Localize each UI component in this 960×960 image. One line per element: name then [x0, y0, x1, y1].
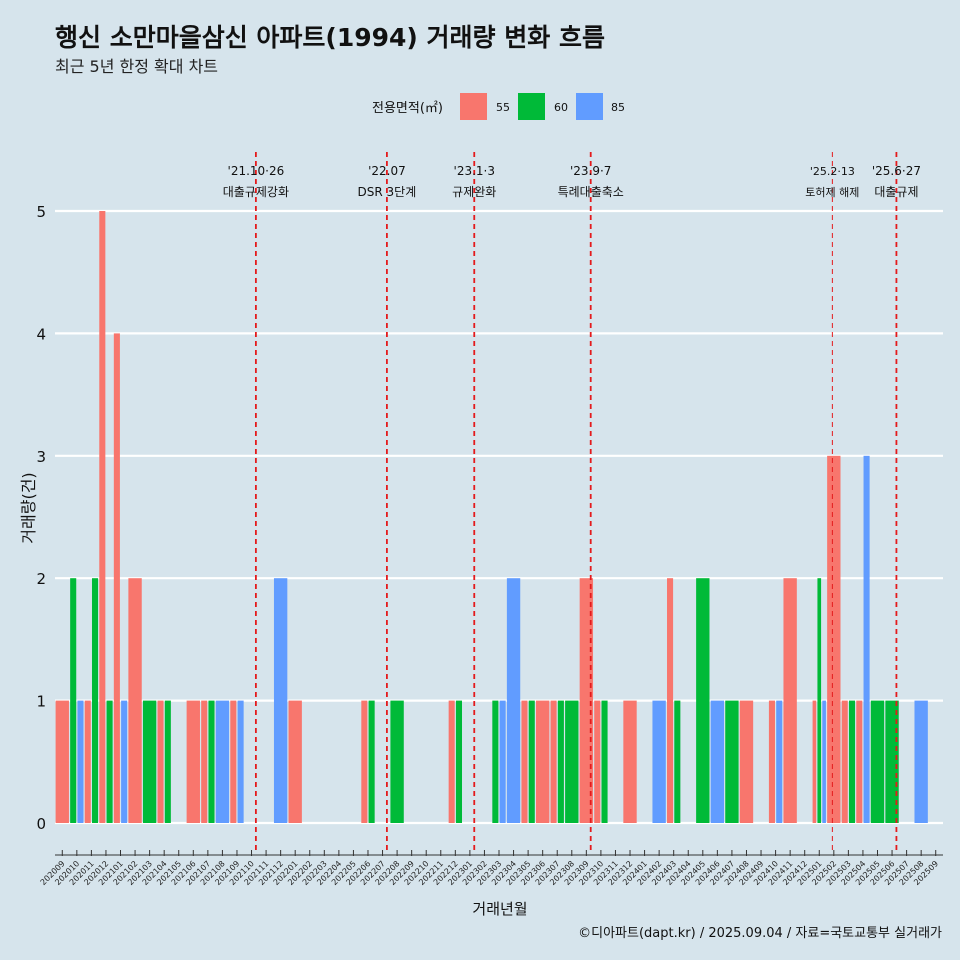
event-label-2: 규제완화: [452, 185, 496, 199]
bar-60-202310: [601, 700, 608, 823]
bar-60-202107: [208, 700, 215, 823]
bar-85-202010: [77, 700, 84, 823]
legend-swatch-55: [460, 93, 487, 120]
y-tick-label-3: 3: [36, 448, 46, 466]
bar-85-202304: [506, 578, 521, 823]
event-date-2: '23.1·3: [454, 164, 495, 178]
event-date-5: '25.6·27: [872, 164, 921, 178]
bar-55-202009: [55, 700, 69, 823]
bar-60-202407: [725, 700, 739, 823]
bar-60-202010: [70, 578, 77, 823]
bar-85-202108: [215, 700, 230, 823]
bar-60-202506: [885, 700, 899, 823]
bar-55-202403: [667, 578, 674, 823]
bar-55-202109: [230, 700, 237, 823]
bar-60-202303: [492, 700, 499, 823]
legend-swatch-60: [518, 93, 545, 120]
y-tick-label-5: 5: [36, 203, 46, 221]
legend: 전용면적(㎡) 55 60 85: [372, 93, 625, 120]
y-tick-label-1: 1: [36, 693, 46, 711]
bar-55-202104: [157, 700, 164, 823]
legend-label-60: 60: [554, 101, 568, 114]
bar-85-202109: [237, 700, 244, 823]
bar-55-202502: [827, 455, 841, 823]
chart-subtitle: 최근 5년 한정 확대 차트: [55, 57, 219, 76]
bar-60-202012: [106, 700, 113, 823]
event-label-5: 대출규제: [874, 185, 918, 199]
y-tick-label-0: 0: [36, 815, 46, 833]
bar-85-202501: [822, 700, 826, 823]
y-tick-label-2: 2: [36, 570, 46, 588]
bar-55-202012: [99, 211, 106, 823]
bar-60-202103: [142, 700, 157, 823]
bar-60-202403: [674, 700, 681, 823]
bar-55-202212: [448, 700, 455, 823]
bar-85-202112: [273, 578, 288, 823]
bar-55-202410: [768, 700, 775, 823]
bar-55-202411: [783, 578, 797, 823]
bar-85-202504: [863, 455, 870, 823]
bar-60-202307: [557, 700, 564, 823]
bar-85-202303: [499, 700, 506, 823]
bar-85-202406: [710, 700, 725, 823]
bar-60-202305: [528, 700, 535, 823]
event-label-0: 대출규제강화: [223, 185, 289, 199]
bar-55-202503: [841, 700, 848, 823]
legend-label-55: 55: [496, 101, 510, 114]
x-axis-label: 거래년월: [472, 900, 527, 918]
event-date-4: '25.2·13: [810, 165, 855, 178]
bar-60-202405: [696, 578, 710, 823]
bar-85-202410: [776, 700, 783, 823]
bar-55-202107: [201, 700, 208, 823]
bar-55-202306: [535, 700, 550, 823]
bar-55-202011: [84, 700, 91, 823]
bar-55-202102: [128, 578, 142, 823]
event-date-3: '23.9·7: [570, 164, 611, 178]
bar-55-202106: [186, 700, 200, 823]
bar-85-202402: [652, 700, 666, 823]
bar-55-202101: [113, 333, 120, 823]
bar-55-202206: [361, 700, 368, 823]
bar-55-202501: [812, 700, 817, 823]
bar-55-202504: [856, 700, 863, 823]
event-date-1: '22.07: [368, 164, 406, 178]
bar-60-202308: [565, 700, 579, 823]
bar-55-202312: [623, 700, 637, 823]
source-caption: ©디아파트(dapt.kr) / 2025.09.04 / 자료=국토교통부 실…: [578, 926, 942, 941]
event-label-4: 토허제 해제: [805, 185, 859, 199]
bar-60-202208: [390, 700, 404, 823]
bar-60-202503: [848, 700, 856, 823]
event-label-1: DSR 3단계: [358, 185, 417, 199]
bar-60-202505: [870, 700, 885, 823]
bar-55-202201: [288, 700, 302, 823]
legend-title: 전용면적(㎡): [372, 101, 443, 116]
bar-55-202309: [579, 578, 594, 823]
bar-60-202104: [164, 700, 171, 823]
bar-55-202305: [521, 700, 528, 823]
bar-55-202310: [594, 700, 601, 823]
bar-60-202206: [368, 700, 375, 823]
bar-60-202212: [455, 700, 463, 823]
bar-55-202307: [550, 700, 557, 823]
event-label-3: 특례대출축소: [558, 185, 624, 199]
bar-85-202101: [121, 700, 128, 823]
event-date-0: '21.10·26: [228, 164, 285, 178]
legend-swatch-85: [576, 93, 603, 120]
y-tick-label-4: 4: [36, 325, 46, 343]
bar-55-202408: [739, 700, 754, 823]
bar-60-202501: [817, 578, 822, 823]
y-axis-label: 거래량(건): [19, 472, 38, 543]
legend-label-85: 85: [611, 101, 625, 114]
bar-85-202508: [914, 700, 928, 823]
chart-title: 행신 소만마을삼신 아파트(1994) 거래량 변화 흐름: [55, 23, 605, 52]
bar-60-202011: [91, 578, 99, 823]
